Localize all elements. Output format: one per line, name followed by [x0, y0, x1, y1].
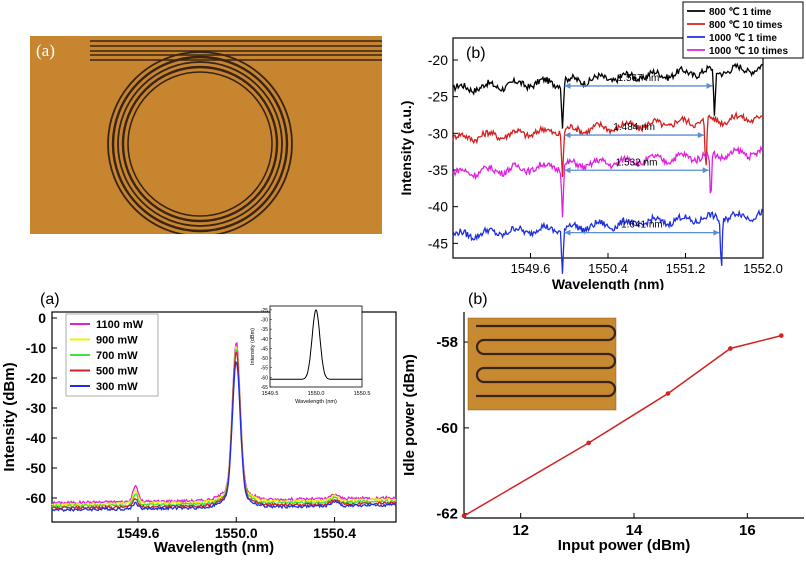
y-tick-label: -10 — [26, 340, 46, 356]
fsr-label: 1.532 nm — [616, 157, 658, 168]
y-axis-label: Intensity (a.u.) — [398, 101, 414, 196]
x-tick-label: 12 — [512, 522, 529, 539]
fsr-label: 1.567 nm — [618, 73, 660, 84]
panel-label: (a) — [40, 291, 60, 308]
inset-y-tick-label: -55 — [261, 366, 268, 372]
fsr-arrowhead-right — [713, 229, 720, 236]
serpentine-micrograph-inset — [467, 317, 617, 411]
inset-y-tick-label: -65 — [261, 385, 268, 391]
x-tick-label: 1549.6 — [511, 261, 551, 276]
series-line — [452, 110, 763, 178]
inset-x-tick-label: 1549.5 — [262, 391, 279, 397]
y-tick-label: -62 — [436, 506, 458, 523]
inset-y-tick-label: -50 — [261, 356, 268, 362]
y-tick-label: -20 — [428, 52, 448, 68]
inset-frame — [269, 305, 363, 388]
inset-y-tick-label: -35 — [261, 327, 268, 333]
y-tick-label: -40 — [26, 430, 46, 446]
plot-frame — [51, 311, 397, 523]
y-tick-label: -20 — [26, 370, 46, 386]
inset-substrate — [467, 317, 617, 411]
inset-waveguide — [475, 324, 617, 398]
y-tick-label: -60 — [436, 420, 458, 437]
x-tick-label: 14 — [626, 522, 643, 539]
substrate — [30, 36, 382, 234]
series-line — [452, 145, 764, 218]
x-tick-label: 16 — [739, 522, 756, 539]
fsr-arrowhead-right — [702, 167, 709, 174]
y-tick-label: -58 — [436, 334, 458, 351]
legend-label: 800 ℃ 1 time — [709, 7, 772, 18]
fsr-arrowhead-left — [564, 82, 571, 89]
data-point — [665, 391, 671, 396]
x-tick-label: 1550.4 — [588, 261, 628, 276]
transmission-spectra-chart: 1549.6 1550.4 1551.2 1552.0 -20 -25 -30 -35 -40 -… — [398, 1, 804, 290]
x-axis-label: Wavelength (nm) — [154, 539, 274, 556]
x-tick-label: 1549.6 — [117, 525, 160, 541]
idle-power-chart: 12 14 16 -58 -60 -62 Input power (dBm) Idle pow… — [401, 291, 804, 554]
inset-y-tick-label: -30 — [261, 318, 268, 324]
inset-x-tick-label: 1550.0 — [308, 391, 325, 397]
x-tick-label: 1550.4 — [313, 525, 356, 541]
fsr-label: 1.484 nm — [613, 122, 655, 133]
inset-y-tick-label: -60 — [261, 375, 268, 381]
y-tick-label: -50 — [26, 460, 46, 476]
data-point — [586, 440, 591, 446]
inset-y-axis-label: Intensity (dBm) — [250, 328, 256, 365]
fsr-arrowhead-right — [706, 82, 713, 89]
x-tick-label: 1552.0 — [743, 261, 783, 276]
ring-resonator-drawing — [30, 36, 382, 234]
y-tick-label: -45 — [428, 235, 448, 251]
fsr-arrowhead-left — [564, 229, 571, 236]
panel-label: (b) — [468, 291, 488, 308]
legend-label: 1000 ℃ 10 times — [709, 46, 788, 57]
y-tick-label: -30 — [428, 125, 448, 141]
panel-label: (b) — [466, 45, 486, 62]
y-tick-label: -25 — [428, 89, 448, 105]
y-tick-label: -40 — [428, 199, 448, 215]
ring-resonator-micrograph: (a) — [30, 36, 382, 234]
inset-y-tick-label: -40 — [261, 337, 268, 343]
y-tick-label: -30 — [26, 400, 46, 416]
fsr-arrowhead-left — [564, 167, 571, 174]
series-line — [51, 351, 397, 511]
legend-label: 300 mW — [96, 381, 138, 393]
ring-waveguides — [107, 51, 293, 234]
legend-label: 1000 ℃ 1 time — [709, 33, 777, 44]
legend-label: 700 mW — [96, 350, 138, 362]
y-tick-label: -35 — [428, 162, 448, 178]
series-line — [452, 208, 764, 274]
panel-label-a-top: (a) — [36, 41, 55, 60]
inset-x-tick-label: 1550.5 — [354, 391, 371, 397]
series-line — [51, 345, 397, 507]
y-tick-label: -60 — [26, 490, 46, 506]
pump-power-spectra-chart: 1549.6 1550.0 1550.4 0 -10 -20 -30 -40 -50 -60 Wav… — [1, 291, 397, 556]
x-axis-label: Input power (dBm) — [558, 537, 690, 554]
legend-label: 500 mW — [96, 366, 138, 378]
inset-y-tick-label: -25 — [261, 308, 268, 314]
series-line — [452, 62, 764, 129]
fsr-arrowhead-right — [697, 132, 704, 139]
inset-x-axis-label: Wavelength (nm) — [295, 399, 337, 405]
data-point — [779, 333, 784, 338]
legend-label: 900 mW — [96, 335, 138, 347]
fsr-label: 1.641 nm — [621, 220, 663, 231]
data-point — [461, 513, 467, 519]
series-line — [51, 360, 397, 513]
y-axis-label: Idle power (dBm) — [401, 354, 418, 476]
inset-y-tick-label: -45 — [261, 346, 268, 352]
data-point — [728, 346, 733, 351]
x-tick-label: 1551.2 — [666, 261, 706, 276]
legend-label: 800 ℃ 10 times — [709, 20, 783, 31]
x-tick-label: 1550.0 — [215, 525, 258, 541]
y-axis-label: Intensity (dBm) — [1, 362, 18, 471]
legend-label: 1100 mW — [96, 319, 144, 331]
fsr-arrowhead-left — [564, 132, 571, 139]
x-axis-label: Wavelength (nm) — [552, 276, 664, 290]
y-tick-label: 0 — [38, 310, 46, 326]
inset-line — [270, 308, 362, 380]
